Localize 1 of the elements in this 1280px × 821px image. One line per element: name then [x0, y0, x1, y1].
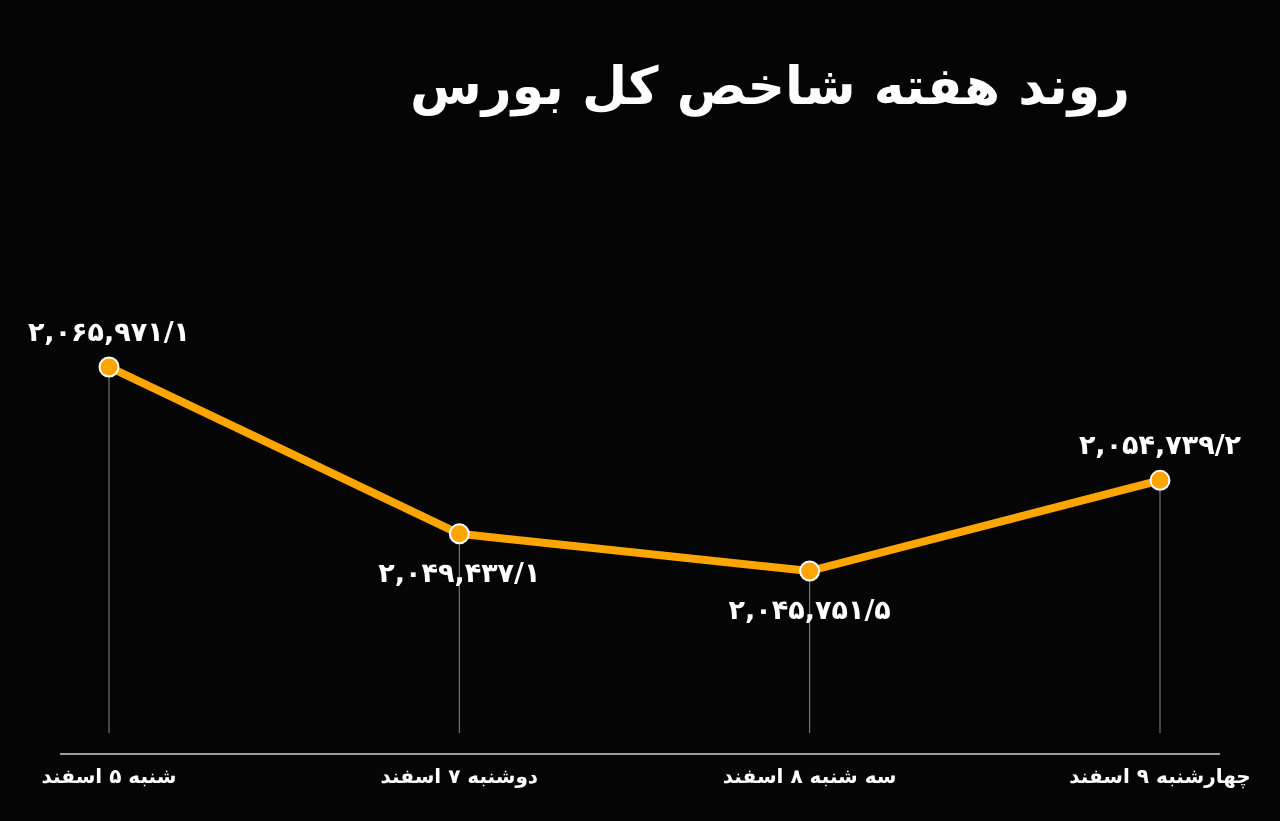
title: روند هفته شاخص کل بورس [409, 56, 1130, 116]
